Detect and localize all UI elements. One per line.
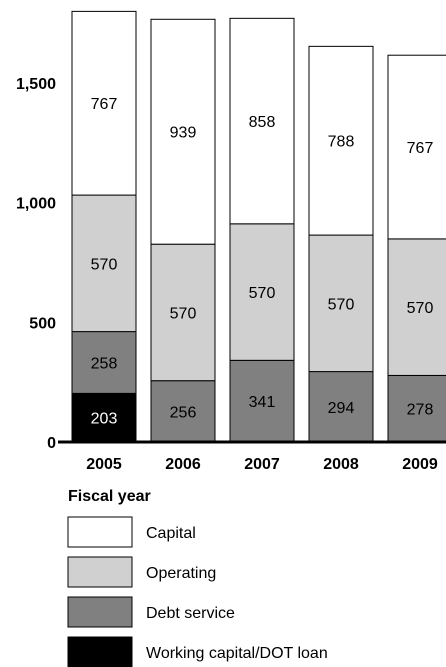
data-label: 570 [328, 296, 355, 313]
data-label: 788 [328, 134, 355, 151]
x-tick-label: 2009 [402, 456, 438, 473]
x-tick-label: 2008 [323, 456, 359, 473]
bar-segment [387, 54, 446, 240]
bar-segment [71, 392, 137, 443]
bar-segment [150, 243, 216, 382]
bar-segment [71, 10, 137, 196]
data-label: 767 [91, 96, 118, 113]
data-label: 570 [91, 256, 118, 273]
bar-segment [308, 371, 374, 443]
x-tick-label: 2007 [244, 456, 280, 473]
bar-segment [71, 331, 137, 394]
y-axis: 0 500 1,000 1,500 [16, 76, 56, 452]
legend-swatch [67, 516, 133, 548]
y-tick-label: 500 [29, 315, 56, 332]
legend-label: Debt service [146, 605, 235, 622]
legend-label: Operating [146, 565, 216, 582]
data-label: 767 [407, 140, 434, 157]
bars: 203 258 570 767 256 570 939 341 570 858 294 570 788 2… [71, 10, 446, 443]
legend-swatch [67, 596, 133, 628]
bar-segment [229, 223, 295, 361]
data-label: 570 [170, 305, 197, 322]
data-label: 256 [170, 404, 197, 421]
data-label: 203 [91, 411, 118, 428]
data-label: 939 [170, 125, 197, 142]
y-tick-label: 1,500 [16, 76, 56, 93]
bar-segment [308, 45, 374, 236]
legend-swatch [67, 556, 133, 588]
bar-segment [229, 17, 295, 225]
y-tick-label: 1,000 [16, 196, 56, 213]
legend: Capital Operating Debt service Working capi… [67, 516, 328, 667]
x-axis-title: Fiscal year [68, 488, 151, 505]
data-label: 278 [407, 402, 434, 419]
data-label: 570 [249, 285, 276, 302]
legend-swatch [67, 636, 133, 667]
data-label: 294 [328, 400, 355, 417]
data-label: 258 [91, 355, 118, 372]
legend-label: Capital [146, 525, 196, 542]
x-tick-label: 2005 [86, 456, 122, 473]
data-label: 858 [249, 114, 276, 131]
x-tick-label: 2006 [165, 456, 201, 473]
bar-segment [229, 359, 295, 443]
y-tick-label: 0 [47, 435, 56, 452]
legend-label: Working capital/DOT loan [146, 645, 328, 662]
bar-segment [150, 18, 216, 245]
bar-segment [308, 234, 374, 373]
data-label: 570 [407, 300, 434, 317]
x-axis: 2005 2006 2007 2008 2009 [86, 456, 438, 473]
data-label: 341 [249, 394, 276, 411]
bar-segment [387, 238, 446, 376]
